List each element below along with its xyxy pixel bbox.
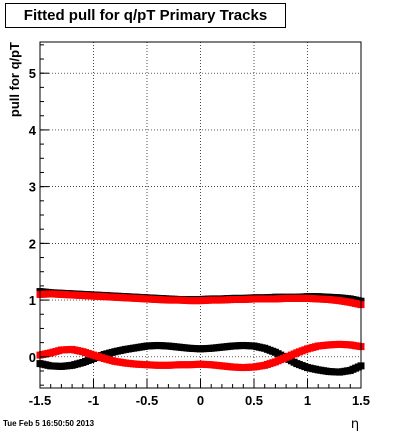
- x-tick-label: 1.5: [352, 393, 370, 408]
- x-tick-label: 1: [304, 393, 311, 408]
- series-2: [36, 290, 365, 309]
- y-tick-label: 5: [29, 66, 36, 81]
- footer-timestamp: Tue Feb 5 16:50:50 2013: [3, 419, 95, 428]
- y-tick-label: 1: [29, 293, 36, 308]
- y-axis-label: pull for q/pT: [7, 42, 22, 117]
- x-tick-label: 0.5: [245, 393, 263, 408]
- marks-layer: [36, 288, 365, 376]
- x-tick-label: -1: [88, 393, 100, 408]
- chart-title: Fitted pull for q/pT Primary Tracks: [5, 3, 286, 28]
- y-tick-label: 2: [29, 236, 36, 251]
- y-tick-label: 0: [29, 350, 36, 365]
- x-axis-label: η: [351, 417, 359, 432]
- grid-layer: [40, 42, 361, 388]
- x-tick-label: 0: [197, 393, 204, 408]
- x-tick-label: -1.5: [29, 393, 51, 408]
- y-tick-label: 3: [29, 180, 36, 195]
- ticks-layer: -1.5 -1 -0.5 0 0.5 1 1.5 0 1 2 3 4 5: [29, 44, 370, 408]
- x-tick-label: -0.5: [136, 393, 158, 408]
- y-tick-label: 4: [29, 123, 37, 138]
